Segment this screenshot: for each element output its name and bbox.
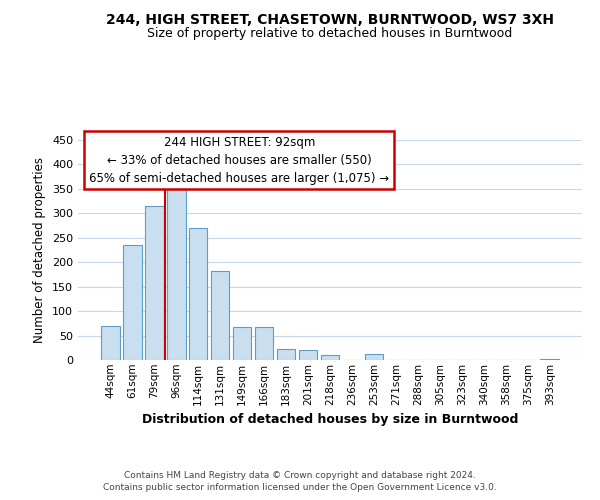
Bar [320,355,340,360]
Text: 244 HIGH STREET: 92sqm
← 33% of detached houses are smaller (550)
65% of semi-de: 244 HIGH STREET: 92sqm ← 33% of detached… [89,136,389,184]
Text: 244, HIGH STREET, CHASETOWN, BURNTWOOD, WS7 3XH: 244, HIGH STREET, CHASETOWN, BURNTWOOD, … [106,12,554,26]
Bar [211,270,229,360]
Bar [255,327,274,360]
Bar [189,228,208,360]
Text: Contains HM Land Registry data © Crown copyright and database right 2024.: Contains HM Land Registry data © Crown c… [124,471,476,480]
Text: Contains public sector information licensed under the Open Government Licence v3: Contains public sector information licen… [103,484,497,492]
Bar [541,359,559,360]
X-axis label: Distribution of detached houses by size in Burntwood: Distribution of detached houses by size … [142,413,518,426]
Bar [145,206,164,360]
Bar [167,179,185,360]
Bar [365,354,383,360]
Bar [123,245,142,360]
Y-axis label: Number of detached properties: Number of detached properties [34,157,46,343]
Text: Size of property relative to detached houses in Burntwood: Size of property relative to detached ho… [148,28,512,40]
Bar [277,349,295,360]
Bar [101,326,119,360]
Bar [299,350,317,360]
Bar [233,327,251,360]
